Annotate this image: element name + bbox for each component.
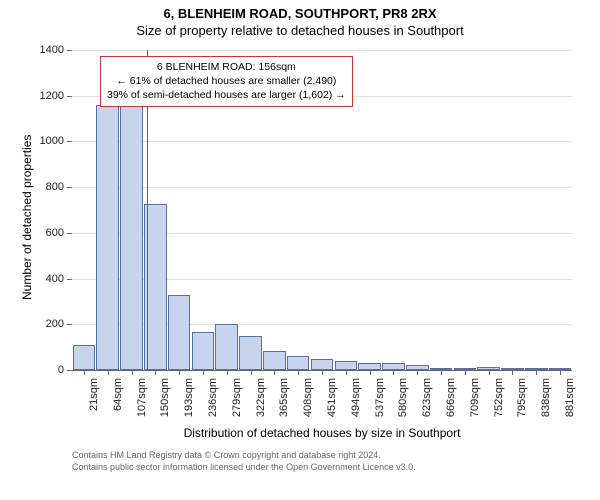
y-tick <box>67 96 72 97</box>
x-tick <box>322 370 323 375</box>
info-line-3: 39% of semi-detached houses are larger (… <box>107 88 346 102</box>
histogram-bar <box>287 356 310 370</box>
x-tick <box>179 370 180 375</box>
y-tick-label: 1200 <box>34 90 64 102</box>
histogram-bar <box>263 351 286 370</box>
histogram-bar <box>335 361 358 370</box>
histogram-bar <box>192 332 215 370</box>
y-tick-label: 600 <box>34 227 64 239</box>
y-tick <box>67 370 72 371</box>
x-tick-label: 365sqm <box>278 378 290 438</box>
chart-container: 6, BLENHEIM ROAD, SOUTHPORT, PR8 2RX Siz… <box>0 0 600 500</box>
x-tick <box>512 370 513 375</box>
footer-attribution: Contains HM Land Registry data © Crown c… <box>72 450 572 473</box>
info-line-1: 6 BLENHEIM ROAD: 156sqm <box>107 60 346 74</box>
y-tick-label: 0 <box>34 364 64 376</box>
x-tick <box>346 370 347 375</box>
footer-line-2: Contains public sector information licen… <box>72 462 572 474</box>
x-tick <box>393 370 394 375</box>
footer-line-1: Contains HM Land Registry data © Crown c… <box>72 450 572 462</box>
x-tick-label: 709sqm <box>469 378 481 438</box>
chart-title-main: 6, BLENHEIM ROAD, SOUTHPORT, PR8 2RX <box>0 0 600 21</box>
x-tick-label: 752sqm <box>493 378 505 438</box>
x-tick <box>274 370 275 375</box>
x-tick-label: 666sqm <box>445 378 457 438</box>
y-tick-label: 1000 <box>34 135 64 147</box>
y-axis-title: Number of detached properties <box>20 135 34 300</box>
y-tick <box>67 141 72 142</box>
x-tick-label: 236sqm <box>207 378 219 438</box>
x-tick <box>560 370 561 375</box>
x-tick <box>465 370 466 375</box>
histogram-bar <box>73 345 96 370</box>
x-tick-label: 838sqm <box>540 378 552 438</box>
histogram-bar <box>215 324 238 370</box>
x-tick <box>84 370 85 375</box>
y-tick <box>67 50 72 51</box>
chart-title-sub: Size of property relative to detached ho… <box>0 21 600 38</box>
x-tick-label: 494sqm <box>350 378 362 438</box>
y-tick-label: 400 <box>34 273 64 285</box>
x-tick-label: 537sqm <box>374 378 386 438</box>
y-tick-label: 1400 <box>34 44 64 56</box>
y-tick-label: 800 <box>34 181 64 193</box>
x-tick <box>536 370 537 375</box>
histogram-bar <box>120 105 143 370</box>
histogram-bar <box>311 359 334 370</box>
info-line-2: ← 61% of detached houses are smaller (2,… <box>107 74 346 88</box>
x-tick-label: 322sqm <box>255 378 267 438</box>
x-tick-label: 623sqm <box>421 378 433 438</box>
reference-info-box: 6 BLENHEIM ROAD: 156sqm ← 61% of detache… <box>100 56 353 107</box>
x-tick <box>370 370 371 375</box>
x-tick-label: 881sqm <box>564 378 576 438</box>
x-tick-label: 408sqm <box>302 378 314 438</box>
x-tick-label: 451sqm <box>326 378 338 438</box>
histogram-bar <box>382 363 405 370</box>
x-tick <box>132 370 133 375</box>
y-tick <box>67 187 72 188</box>
x-tick-label: 64sqm <box>112 378 124 438</box>
histogram-bar <box>239 336 262 370</box>
x-tick-label: 279sqm <box>231 378 243 438</box>
y-tick <box>67 324 72 325</box>
y-tick <box>67 279 72 280</box>
x-tick <box>251 370 252 375</box>
y-tick <box>67 233 72 234</box>
x-tick-label: 107sqm <box>136 378 148 438</box>
x-tick <box>227 370 228 375</box>
x-tick-label: 795sqm <box>516 378 528 438</box>
histogram-bar <box>96 105 119 370</box>
x-tick-label: 21sqm <box>88 378 100 438</box>
x-tick <box>108 370 109 375</box>
x-tick <box>489 370 490 375</box>
x-tick-label: 150sqm <box>159 378 171 438</box>
x-tick <box>298 370 299 375</box>
x-tick <box>441 370 442 375</box>
x-tick-label: 580sqm <box>397 378 409 438</box>
histogram-bar <box>358 363 381 370</box>
x-tick-label: 193sqm <box>183 378 195 438</box>
x-tick <box>417 370 418 375</box>
y-tick-label: 200 <box>34 318 64 330</box>
x-tick <box>203 370 204 375</box>
histogram-bar <box>168 295 191 370</box>
x-tick <box>155 370 156 375</box>
